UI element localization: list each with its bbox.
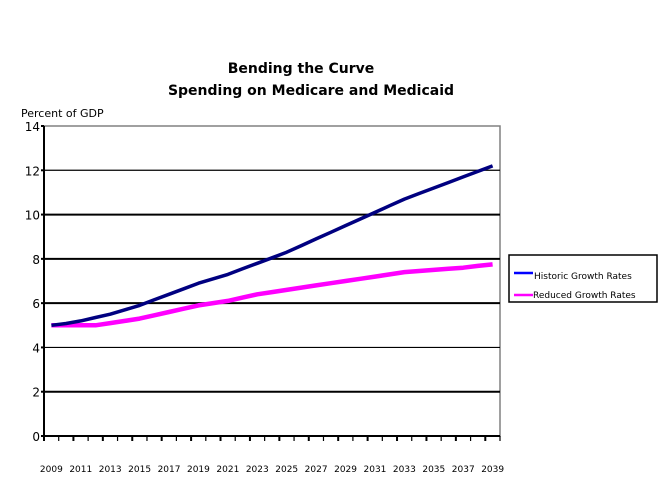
x-tick-label: 2031 <box>364 465 387 475</box>
x-tick-label: 2037 <box>452 465 475 475</box>
y-tick-label: 10 <box>25 209 40 223</box>
x-tick-label: 2017 <box>158 465 181 475</box>
x-tick-label: 2029 <box>334 465 357 475</box>
legend-label-reduced: Reduced Growth Rates <box>533 291 636 301</box>
y-tick-label: 0 <box>32 430 40 444</box>
x-tick-label: 2015 <box>128 465 151 475</box>
legend-box <box>508 254 658 303</box>
legend-label-historic: Historic Growth Rates <box>534 272 632 282</box>
x-tick-label: 2021 <box>216 465 239 475</box>
gridlines <box>44 169 500 393</box>
y-tick-label: 4 <box>32 341 40 355</box>
x-tick-label: 2039 <box>481 465 504 475</box>
series-line-historic <box>51 164 494 328</box>
x-tick-label: 2013 <box>99 465 122 475</box>
plot-border <box>43 125 501 437</box>
plot-area <box>43 125 501 437</box>
x-tick-label: 2035 <box>422 465 445 475</box>
y-tick-label: 8 <box>32 253 40 267</box>
y-tick-label: 14 <box>25 120 40 134</box>
y-axis-ticks: 0 2 4 6 8 10 12 14 <box>25 120 500 444</box>
y-tick-label: 12 <box>25 164 40 178</box>
chart-subtitle: Spending on Medicare and Medicaid <box>168 83 454 99</box>
x-tick-label: 2023 <box>246 465 269 475</box>
y-tick-label: 2 <box>32 386 40 400</box>
x-tick-label: 2011 <box>69 465 92 475</box>
chart-title: Bending the Curve <box>228 61 375 77</box>
series-line-reduced <box>51 262 493 328</box>
x-tick-label: 2019 <box>187 465 210 475</box>
series-lines <box>51 164 494 328</box>
x-tick-label: 2025 <box>275 465 298 475</box>
x-tick-label: 2027 <box>305 465 328 475</box>
y-tick-label: 6 <box>32 297 40 311</box>
legend: Historic Growth Rates Reduced Growth Rat… <box>508 254 658 303</box>
x-tick-label: 2009 <box>40 465 63 475</box>
y-axis-label: Percent of GDP <box>21 107 104 120</box>
x-tick-label: 2033 <box>393 465 416 475</box>
x-axis-ticks: 2009 2011 2013 2015 2017 2019 2021 2023 2025 2027… <box>40 436 504 475</box>
